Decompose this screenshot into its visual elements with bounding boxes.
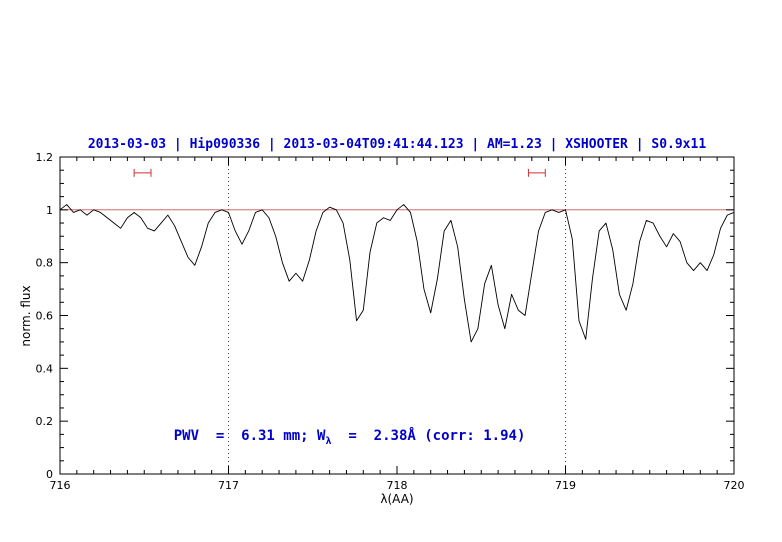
y-tick-label: 0.6: [36, 310, 54, 323]
x-tick-label: 717: [218, 479, 239, 492]
pwv-annotation: PWV = 6.31 mm; Wλ = 2.38Å (corr: 1.94): [140, 412, 526, 463]
y-tick-label: 0.2: [36, 415, 54, 428]
y-axis-label: norm. flux: [19, 285, 33, 347]
x-tick-label: 719: [555, 479, 576, 492]
spectrum-line: [59, 204, 735, 343]
plot-title: 2013-03-03 | Hip090336 | 2013-03-04T09:4…: [87, 137, 707, 152]
pwv-annotation-suffix: = 2.38Å (corr: 1.94): [331, 428, 526, 444]
pwv-annotation-subscript: λ: [325, 435, 332, 447]
x-axis-label: λ(AA): [380, 492, 414, 506]
y-tick-label: 0: [46, 468, 53, 481]
y-tick-label: 0.4: [36, 362, 54, 375]
y-tick-label: 0.8: [36, 257, 54, 270]
x-tick-label: 720: [724, 479, 745, 492]
x-tick-label: 718: [387, 479, 408, 492]
y-tick-label: 1.2: [36, 151, 54, 164]
y-tick-label: 1: [46, 204, 53, 217]
pwv-annotation-prefix: PWV = 6.31 mm; W: [173, 428, 326, 444]
x-tick-label: 716: [50, 479, 71, 492]
